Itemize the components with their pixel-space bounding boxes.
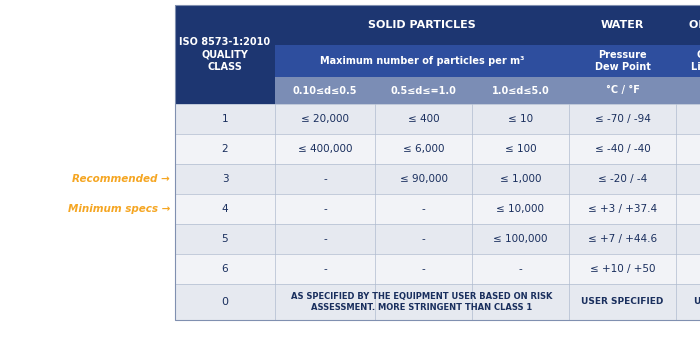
Text: 4: 4 — [222, 204, 228, 214]
Text: 0.10≤d≤0.5: 0.10≤d≤0.5 — [293, 86, 357, 95]
Bar — [676, 5, 700, 45]
Bar — [175, 5, 700, 320]
Text: -: - — [421, 234, 426, 244]
Text: USER SPECIFIED: USER SPECIFIED — [581, 298, 664, 306]
Text: -: - — [323, 204, 327, 214]
Bar — [569, 5, 676, 45]
Bar — [175, 104, 700, 134]
Bar — [175, 194, 700, 224]
Text: ≤ -70 / -94: ≤ -70 / -94 — [594, 114, 650, 124]
Text: OIL (AEROSOL): OIL (AEROSOL) — [689, 20, 700, 30]
Text: ≤ 400: ≤ 400 — [407, 114, 440, 124]
Bar — [472, 77, 569, 104]
Text: 5: 5 — [222, 234, 228, 244]
Text: ≤ -40 / -40: ≤ -40 / -40 — [594, 144, 650, 154]
Text: -: - — [323, 264, 327, 274]
Text: ISO 8573-1:2010
QUALITY
CLASS: ISO 8573-1:2010 QUALITY CLASS — [179, 37, 271, 72]
Bar — [275, 45, 569, 77]
Text: Maximum number of particles per m³: Maximum number of particles per m³ — [320, 56, 524, 66]
Text: AS SPECIFIED BY THE EQUIPMENT USER BASED ON RISK
ASSESSMENT. MORE STRINGENT THAN: AS SPECIFIED BY THE EQUIPMENT USER BASED… — [291, 292, 553, 312]
Text: ≤ 20,000: ≤ 20,000 — [301, 114, 349, 124]
Text: -: - — [519, 264, 522, 274]
Text: ≤ -20 / -4: ≤ -20 / -4 — [598, 174, 647, 184]
Bar — [175, 254, 700, 284]
Bar — [676, 45, 700, 77]
Text: 2: 2 — [222, 144, 228, 154]
Text: Pressure
Dew Point: Pressure Dew Point — [594, 50, 650, 72]
Text: ≤ +10 / +50: ≤ +10 / +50 — [589, 264, 655, 274]
Text: ≤ 10,000: ≤ 10,000 — [496, 204, 545, 214]
Text: 0: 0 — [221, 297, 228, 307]
Text: -: - — [421, 204, 426, 214]
Bar — [275, 5, 569, 45]
Bar — [569, 45, 676, 77]
Text: ≤ 6,000: ≤ 6,000 — [402, 144, 444, 154]
Text: ≤ +7 / +44.6: ≤ +7 / +44.6 — [588, 234, 657, 244]
Text: ≤ 100,000: ≤ 100,000 — [494, 234, 547, 244]
Bar — [569, 77, 676, 104]
Text: -: - — [421, 264, 426, 274]
Bar — [676, 77, 700, 104]
Bar — [175, 164, 700, 194]
Text: Recommended →: Recommended → — [72, 174, 170, 184]
Text: °C / °F: °C / °F — [606, 86, 639, 95]
Text: WATER: WATER — [601, 20, 644, 30]
Text: 1: 1 — [222, 114, 228, 124]
Bar — [175, 224, 700, 254]
Bar — [375, 77, 472, 104]
Text: ≤ 1,000: ≤ 1,000 — [500, 174, 541, 184]
Text: 6: 6 — [222, 264, 228, 274]
Text: -: - — [323, 174, 327, 184]
Text: -: - — [323, 234, 327, 244]
Text: ≤ +3 / +37.4: ≤ +3 / +37.4 — [588, 204, 657, 214]
Text: ≤ 100: ≤ 100 — [505, 144, 536, 154]
Bar — [175, 134, 700, 164]
Bar — [175, 284, 700, 320]
Text: 0.5≤d≤=1.0: 0.5≤d≤=1.0 — [391, 86, 456, 95]
Text: SOLID PARTICLES: SOLID PARTICLES — [368, 20, 476, 30]
Text: 1.0≤d≤5.0: 1.0≤d≤5.0 — [491, 86, 550, 95]
Text: ≤ 90,000: ≤ 90,000 — [400, 174, 447, 184]
Text: ≤ 10: ≤ 10 — [508, 114, 533, 124]
Bar — [275, 77, 375, 104]
Text: USER SPECIFIED: USER SPECIFIED — [694, 298, 700, 306]
Text: Concentration
Liquid & Vapour: Concentration Liquid & Vapour — [691, 50, 700, 72]
Bar — [175, 5, 275, 104]
Text: 3: 3 — [222, 174, 228, 184]
Text: ≤ 400,000: ≤ 400,000 — [298, 144, 352, 154]
Text: Minimum specs →: Minimum specs → — [68, 204, 170, 214]
